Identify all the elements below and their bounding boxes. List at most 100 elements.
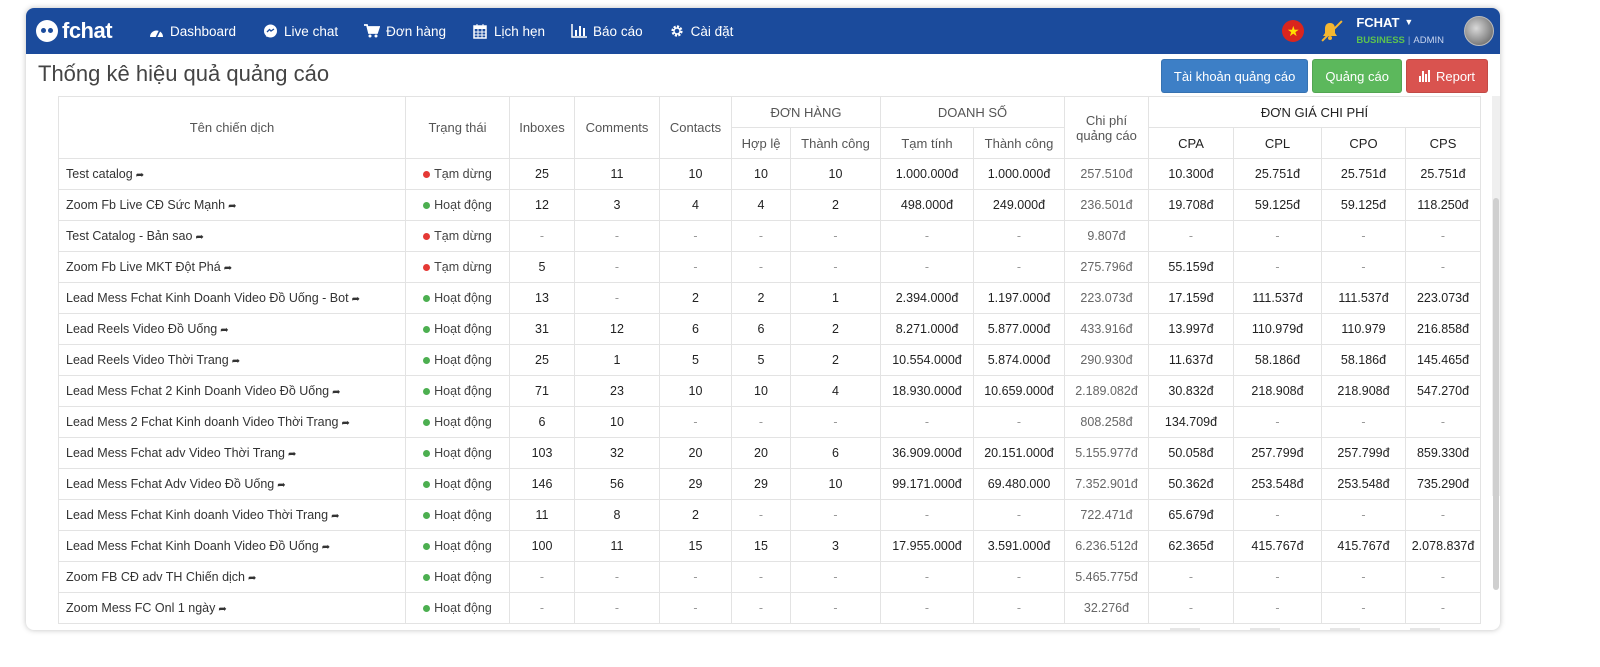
status-dot-icon <box>423 263 431 271</box>
scrollbar-thumb[interactable] <box>1493 198 1499 590</box>
status-text: Hoạt động <box>434 508 492 523</box>
nav-item-orders[interactable]: Đơn hàng <box>364 23 446 39</box>
col-inboxes[interactable]: Inboxes <box>509 96 575 159</box>
cpo-cell: - <box>1321 499 1406 531</box>
campaign-name[interactable]: Zoom Fb Live CĐ Sức Mạnh <box>66 198 226 212</box>
col-comments[interactable]: Comments <box>574 96 660 159</box>
cpl-cell: - <box>1233 251 1322 283</box>
table-row[interactable]: Zoom Fb Live CĐ Sức Mạnh ➦ Hoạt động 12 3 4 4 2… <box>58 189 1482 221</box>
revenue-success-cell: - <box>973 592 1065 624</box>
campaign-name[interactable]: Test catalog <box>66 167 133 181</box>
campaign-name[interactable]: Lead Mess Fchat Kinh doanh Video Thời Tr… <box>66 508 329 522</box>
col-status[interactable]: Trạng thái <box>405 96 510 159</box>
status-text: Hoạt động <box>434 477 492 492</box>
table-row[interactable]: Test Catalog - Bản sao ➦ Tạm dừng - - - - - - -9.… <box>58 220 1482 252</box>
table-row[interactable]: Zoom FB CĐ adv TH Chiến dịch ➦ Hoạt động - -… <box>58 561 1482 593</box>
campaign-name[interactable]: Zoom FB CĐ adv TH Chiến dịch <box>66 570 245 584</box>
table-row[interactable]: Test catalog ➦ Tạm dừng 25 11 10 10 10 1.000.000… <box>58 158 1482 190</box>
col-cps[interactable]: CPS <box>1404 127 1482 159</box>
col-orders-valid[interactable]: Hợp lệ <box>731 127 791 159</box>
revenue-temp-cell: - <box>880 251 974 283</box>
contacts-cell: - <box>659 592 732 624</box>
campaign-name[interactable]: Test Catalog - Bản sao <box>66 229 193 243</box>
orders-success-cell: - <box>790 592 881 624</box>
bell-muted-icon[interactable] <box>1318 19 1342 43</box>
vietnam-flag-icon[interactable]: ★ <box>1282 20 1305 42</box>
external-link-icon[interactable]: ➦ <box>287 449 297 460</box>
external-link-icon[interactable]: ➦ <box>331 511 340 522</box>
table-row[interactable]: Lead Mess Fchat Kinh Doanh Video Đồ Uống… <box>58 530 1482 562</box>
nav-item-dashboard[interactable]: Dashboard <box>148 23 236 39</box>
col-contacts[interactable]: Contacts <box>659 96 732 159</box>
external-link-icon[interactable]: ➦ <box>248 573 257 584</box>
ads-button[interactable]: Quảng cáo <box>1312 59 1402 93</box>
fchat-logo[interactable]: fchat <box>36 18 136 44</box>
inboxes-cell: 25 <box>509 344 575 376</box>
external-link-icon[interactable]: ➦ <box>332 387 341 398</box>
cpo-cell: - <box>1321 561 1406 593</box>
external-link-icon[interactable]: ➦ <box>277 480 286 491</box>
table-row[interactable]: Lead Mess 2 Fchat Kinh doanh Video Thời … <box>58 406 1482 438</box>
col-revenue-success[interactable]: Thành công <box>973 127 1065 159</box>
col-cpl[interactable]: CPL <box>1233 127 1322 159</box>
campaign-name[interactable]: Zoom Fb Live MKT Đột Phá <box>66 260 221 274</box>
nav-item-live-chat[interactable]: Live chat <box>262 23 338 39</box>
table-row[interactable]: Zoom Fb Live MKT Đột Phá ➦ Tạm dừng 5- - - - - -… <box>58 251 1482 283</box>
nav-item-settings[interactable]: Cài đặt <box>669 23 733 39</box>
campaign-name[interactable]: Lead Mess Fchat adv Video Thời Trang <box>66 446 285 460</box>
col-orders-success[interactable]: Thành công <box>790 127 881 159</box>
table-row[interactable]: Zoom Mess FC Onl 1 ngày ➦ Hoạt động - - - - - - -… <box>58 592 1482 624</box>
table-row[interactable]: Lead Mess Fchat 2 Kinh Doanh Video Đồ Uố… <box>58 375 1482 407</box>
revenue-temp-cell: 10.554.000đ <box>880 344 974 376</box>
campaign-name[interactable]: Lead Mess Fchat 2 Kinh Doanh Video Đồ Uố… <box>66 384 330 398</box>
campaign-name[interactable]: Lead Mess Fchat Adv Video Đồ Uống <box>66 477 275 491</box>
external-link-icon[interactable]: ➦ <box>223 263 233 274</box>
table-row[interactable]: Lead Mess Fchat Adv Video Đồ Uống ➦ Hoạt đ… <box>58 468 1482 500</box>
revenue-temp-cell: - <box>880 592 974 624</box>
avatar[interactable] <box>1464 16 1494 46</box>
col-group-revenue: DOANH SỐ <box>880 96 1065 128</box>
col-ad-cost[interactable]: Chi phí quảng cáo <box>1064 96 1149 159</box>
external-link-icon[interactable]: ➦ <box>135 170 145 181</box>
col-cpa[interactable]: CPA <box>1148 127 1234 159</box>
col-revenue-temp[interactable]: Tạm tính <box>880 127 974 159</box>
campaign-name[interactable]: Lead Mess Fchat Kinh Doanh Video Đồ Uống… <box>66 291 349 305</box>
table-row[interactable]: Lead Mess Fchat Kinh Doanh Video Đồ Uống… <box>58 282 1482 314</box>
table-row[interactable]: Lead Reels Video Đồ Uống ➦ Hoạt động 31 12 6 6… <box>58 313 1482 345</box>
comments-cell: 8 <box>574 499 660 531</box>
nav-item-appointments[interactable]: Lịch hẹn <box>472 23 545 39</box>
nav-item-reports[interactable]: Báo cáo <box>571 23 643 39</box>
external-link-icon[interactable]: ➦ <box>341 418 350 429</box>
account-name-text: FCHAT <box>1356 15 1400 31</box>
ad-account-button[interactable]: Tài khoản quảng cáo <box>1160 59 1309 93</box>
campaign-name[interactable]: Lead Reels Video Đồ Uống <box>66 322 218 336</box>
campaign-name[interactable]: Lead Mess Fchat Kinh Doanh Video Đồ Uống <box>66 539 319 553</box>
report-button[interactable]: Report <box>1405 59 1488 93</box>
external-link-icon[interactable]: ➦ <box>195 232 204 243</box>
ads-stats-table-container[interactable]: Tên chiến dịch Trạng thái Inboxes Commen… <box>58 96 1494 630</box>
external-link-icon[interactable]: ➦ <box>231 356 241 367</box>
table-row[interactable]: Lead Reels Video Thời Trang ➦ Hoạt động 25 1… <box>58 344 1482 376</box>
campaign-name[interactable]: Lead Reels Video Thời Trang <box>66 353 229 367</box>
external-link-icon[interactable]: ➦ <box>321 542 331 553</box>
campaign-name-cell: Lead Mess Fchat Adv Video Đồ Uống ➦ <box>58 468 406 500</box>
external-link-icon[interactable]: ➦ <box>218 604 227 615</box>
cpo-cell: - <box>1321 406 1406 438</box>
status-badge: Hoạt động <box>423 291 492 305</box>
col-cpo[interactable]: CPO <box>1321 127 1406 159</box>
status-cell: Hoạt động <box>405 406 510 438</box>
external-link-icon[interactable]: ➦ <box>351 294 360 305</box>
external-link-icon[interactable]: ➦ <box>220 325 229 336</box>
inboxes-cell: 100 <box>509 530 575 562</box>
cpl-cell: 253.548đ <box>1233 468 1322 500</box>
table-row[interactable]: Lead Mess Fchat adv Video Thời Trang ➦ Hoạ… <box>58 437 1482 469</box>
campaign-name[interactable]: Zoom Mess FC Onl 1 ngày <box>66 601 216 615</box>
comments-cell: 11 <box>574 530 660 562</box>
table-row[interactable]: Lead Mess Fchat Kinh doanh Video Thời Tr… <box>58 499 1482 531</box>
comments-cell: - <box>574 282 660 314</box>
external-link-icon[interactable]: ➦ <box>228 201 237 212</box>
account-menu[interactable]: FCHAT ▼ BUSINESS | ADMIN <box>1356 16 1444 46</box>
campaign-name[interactable]: Lead Mess 2 Fchat Kinh doanh Video Thời … <box>66 415 339 429</box>
account-separator: | <box>1407 35 1411 47</box>
col-campaign[interactable]: Tên chiến dịch <box>58 96 406 159</box>
